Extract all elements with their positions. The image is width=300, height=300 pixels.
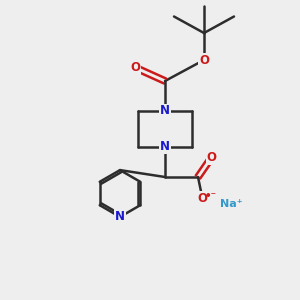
Text: Na⁺: Na⁺ [220,199,242,209]
Text: •⁻: •⁻ [205,190,217,201]
Text: N: N [115,210,125,224]
Text: O: O [206,151,217,164]
Text: O: O [130,61,140,74]
Text: N: N [160,104,170,118]
Text: O: O [199,53,209,67]
Text: N: N [160,140,170,154]
Text: O: O [197,192,208,205]
